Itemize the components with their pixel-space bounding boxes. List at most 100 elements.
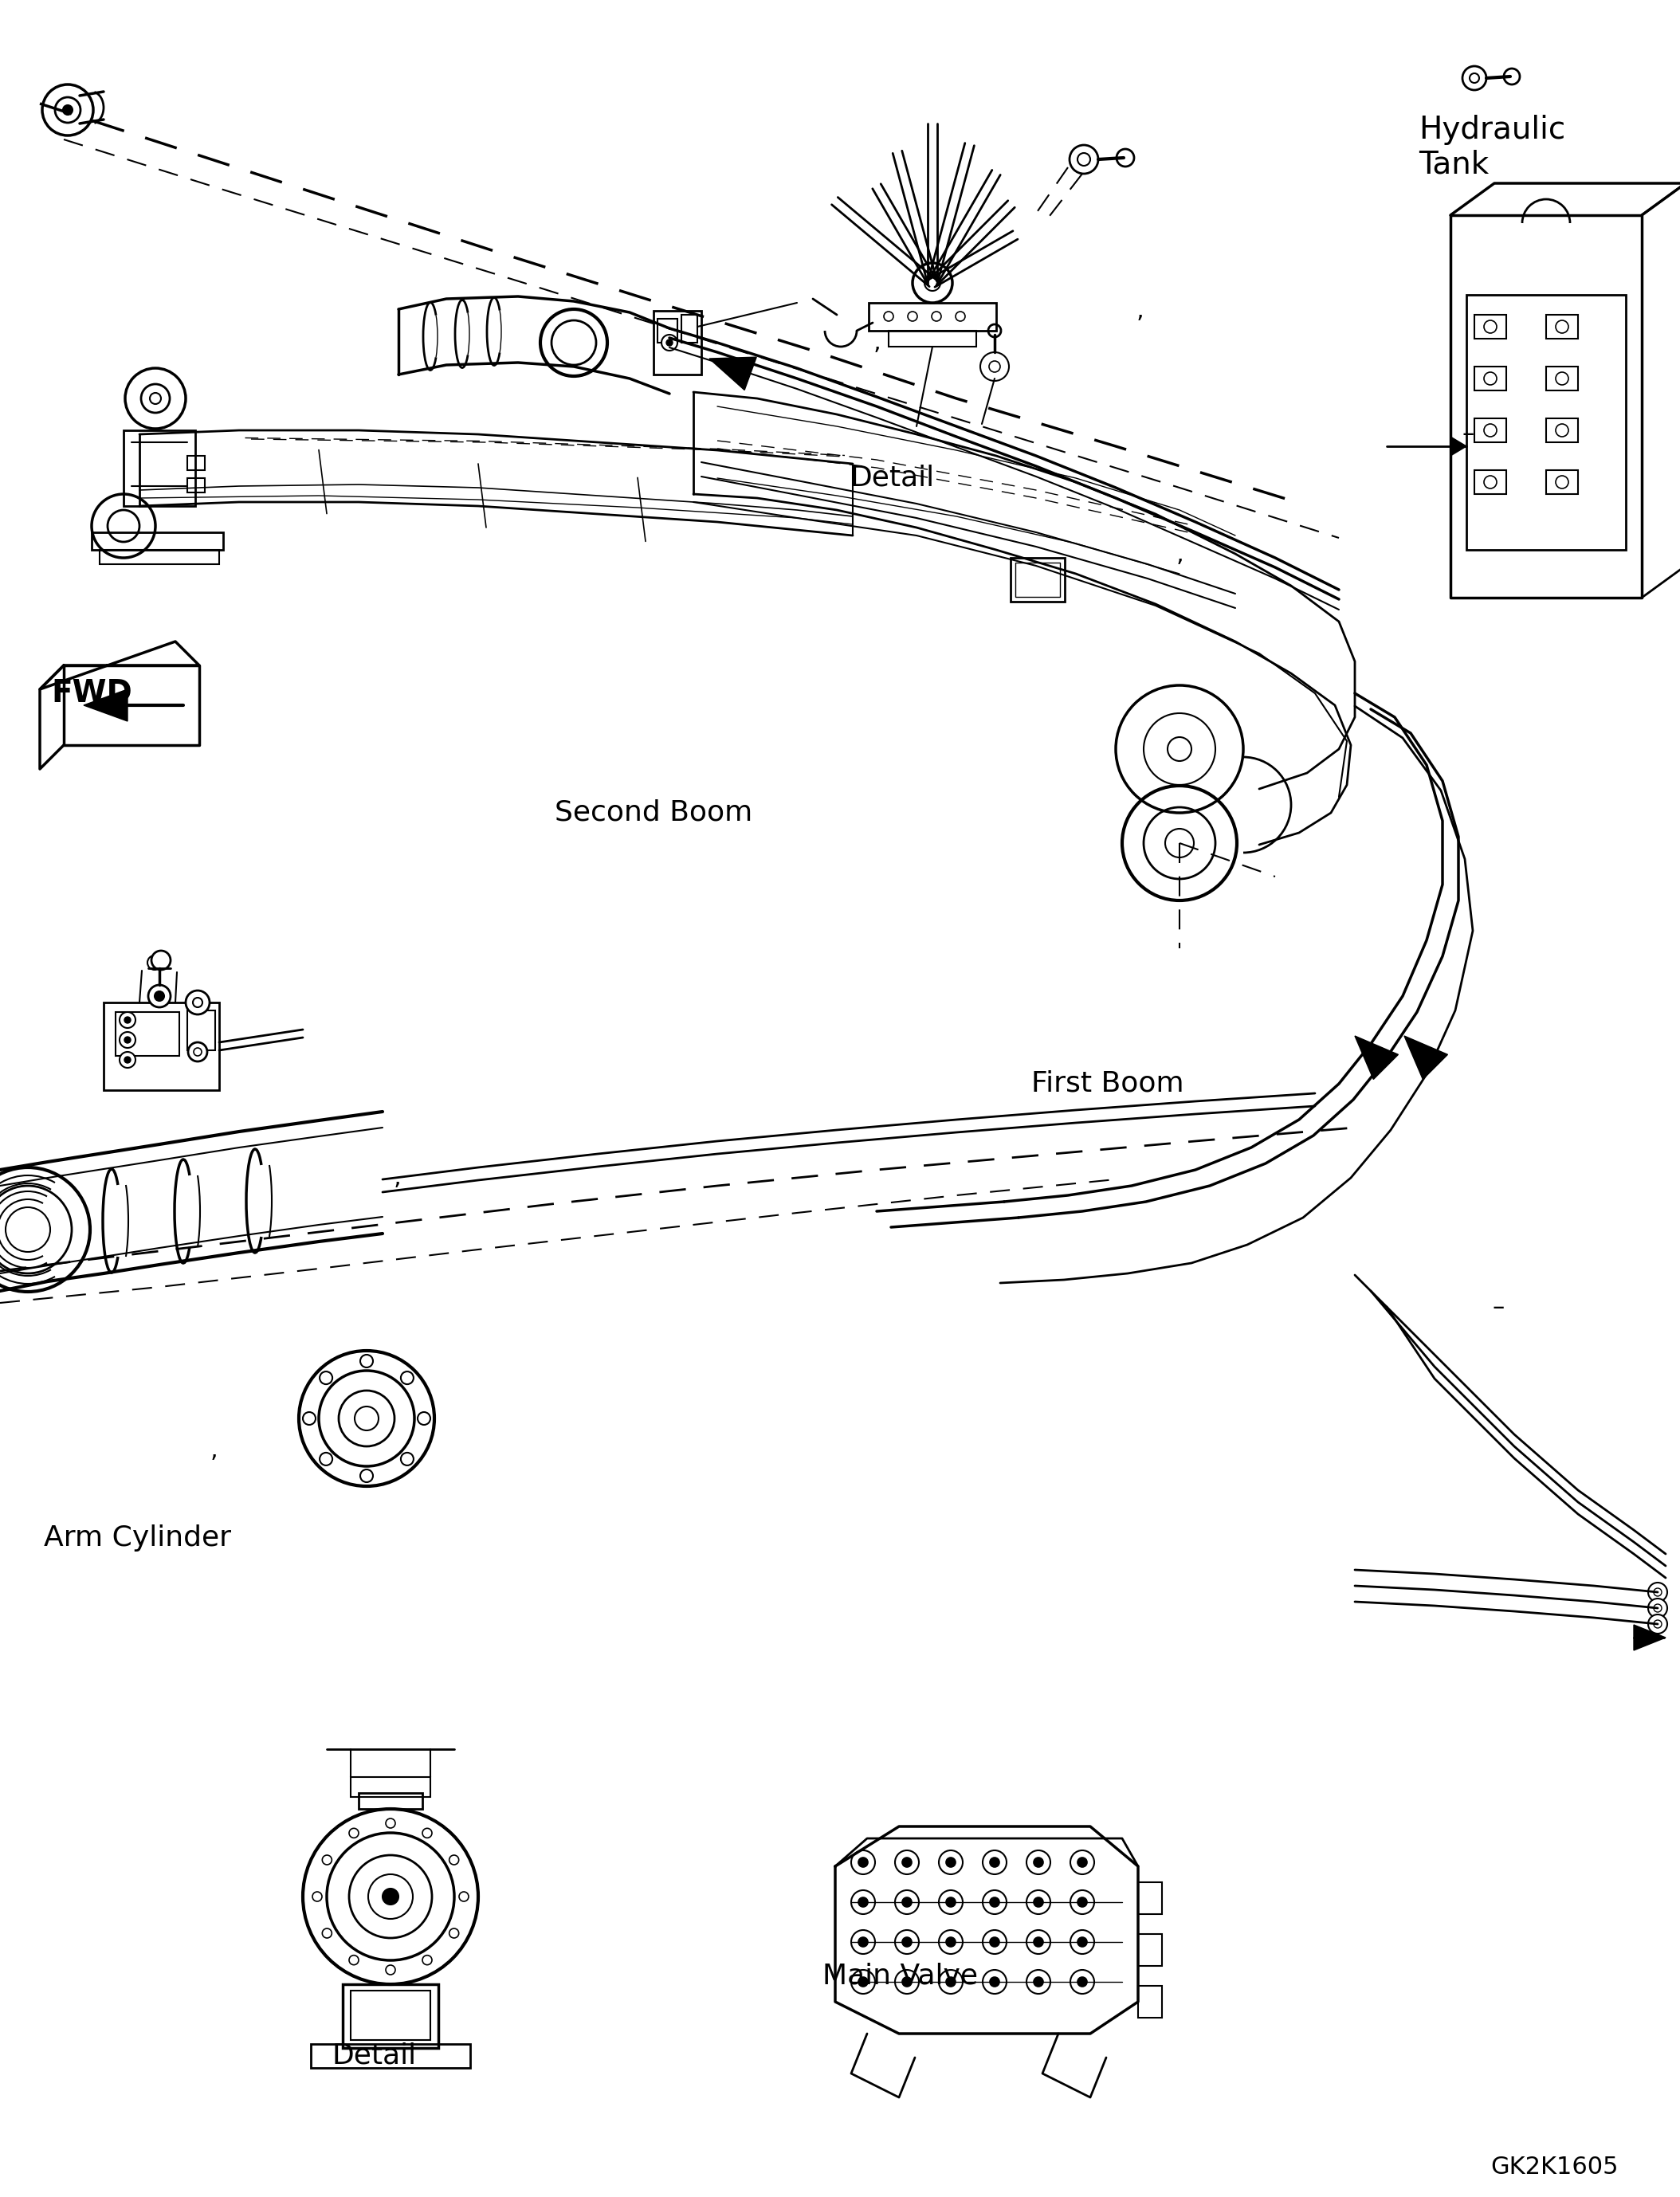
Circle shape [1556, 477, 1569, 488]
Bar [889, 332, 976, 347]
Circle shape [1077, 1938, 1087, 1947]
Circle shape [858, 1938, 869, 1947]
Circle shape [1033, 1898, 1043, 1907]
Circle shape [956, 312, 964, 321]
Circle shape [662, 334, 677, 352]
Circle shape [1077, 1977, 1087, 1986]
Text: Detail: Detail [850, 464, 934, 492]
Circle shape [148, 984, 171, 1006]
Circle shape [1648, 1582, 1667, 1602]
Bar [1011, 558, 1065, 602]
Circle shape [323, 1854, 331, 1865]
Polygon shape [1633, 1626, 1665, 1650]
Circle shape [946, 1938, 956, 1947]
Circle shape [360, 1470, 373, 1483]
Circle shape [124, 1037, 131, 1044]
Bar [1467, 294, 1626, 549]
Circle shape [319, 1452, 333, 1465]
Circle shape [902, 1898, 912, 1907]
Circle shape [449, 1854, 459, 1865]
Circle shape [418, 1413, 430, 1426]
Bar [186, 479, 205, 492]
Circle shape [1077, 1856, 1087, 1867]
Circle shape [62, 105, 72, 114]
Circle shape [907, 312, 917, 321]
Polygon shape [84, 690, 128, 721]
Bar [1475, 470, 1507, 494]
Polygon shape [1404, 1037, 1448, 1079]
Polygon shape [709, 358, 756, 391]
Circle shape [1483, 477, 1497, 488]
Bar [1137, 1883, 1163, 1914]
Bar [1546, 367, 1578, 391]
Bar [116, 1013, 180, 1057]
Circle shape [402, 1452, 413, 1465]
Circle shape [979, 352, 1010, 380]
Circle shape [1462, 66, 1487, 90]
Circle shape [1033, 1856, 1043, 1867]
Bar [1546, 314, 1578, 338]
Circle shape [150, 393, 161, 404]
Circle shape [360, 1356, 373, 1367]
Circle shape [386, 1964, 395, 1975]
Circle shape [1483, 424, 1497, 437]
Circle shape [946, 1898, 956, 1907]
Circle shape [1168, 738, 1191, 760]
Circle shape [858, 1977, 869, 1986]
Text: Arm Cylinder: Arm Cylinder [44, 1525, 232, 1551]
Bar [99, 549, 218, 565]
Bar [654, 310, 701, 373]
Text: Hydraulic
Tank: Hydraulic Tank [1418, 114, 1566, 180]
Polygon shape [1354, 1037, 1398, 1079]
Circle shape [990, 1898, 1000, 1907]
Bar [186, 455, 205, 470]
Bar [1546, 470, 1578, 494]
Bar [1137, 1933, 1163, 1966]
Circle shape [1070, 145, 1099, 174]
Bar [1475, 367, 1507, 391]
Text: –: – [1462, 422, 1473, 446]
Bar [1475, 314, 1507, 338]
Circle shape [188, 1041, 207, 1061]
Bar [869, 303, 996, 332]
Circle shape [884, 312, 894, 321]
Bar [682, 314, 697, 343]
Bar [1546, 417, 1578, 442]
Bar [1137, 1986, 1163, 2017]
Circle shape [990, 1938, 1000, 1947]
Text: Detail: Detail [333, 2043, 417, 2070]
Circle shape [302, 1413, 316, 1426]
Bar [124, 431, 195, 505]
Circle shape [1483, 321, 1497, 334]
Circle shape [1556, 371, 1569, 384]
Circle shape [319, 1371, 333, 1384]
Bar [186, 1011, 215, 1050]
Text: Second Boom: Second Boom [554, 800, 753, 826]
Circle shape [858, 1856, 869, 1867]
Circle shape [459, 1892, 469, 1900]
Bar [343, 1984, 438, 2048]
Bar [358, 1793, 422, 1808]
Circle shape [1648, 1599, 1667, 1617]
Circle shape [1077, 1898, 1087, 1907]
Circle shape [386, 1819, 395, 1828]
Circle shape [312, 1892, 323, 1900]
Circle shape [422, 1955, 432, 1964]
Circle shape [1033, 1938, 1043, 1947]
Text: Main Valve: Main Valve [823, 1962, 978, 1990]
Circle shape [354, 1406, 378, 1430]
Bar [92, 532, 223, 549]
Circle shape [119, 1033, 136, 1048]
Bar [657, 319, 677, 343]
Circle shape [902, 1856, 912, 1867]
Circle shape [1556, 424, 1569, 437]
Circle shape [946, 1856, 956, 1867]
Circle shape [667, 341, 672, 345]
Text: ,: , [1176, 543, 1183, 565]
Circle shape [932, 312, 941, 321]
Circle shape [902, 1938, 912, 1947]
Text: GK2K1605: GK2K1605 [1490, 2155, 1618, 2179]
Circle shape [449, 1929, 459, 1938]
Circle shape [349, 1828, 358, 1839]
Circle shape [0, 1167, 91, 1292]
